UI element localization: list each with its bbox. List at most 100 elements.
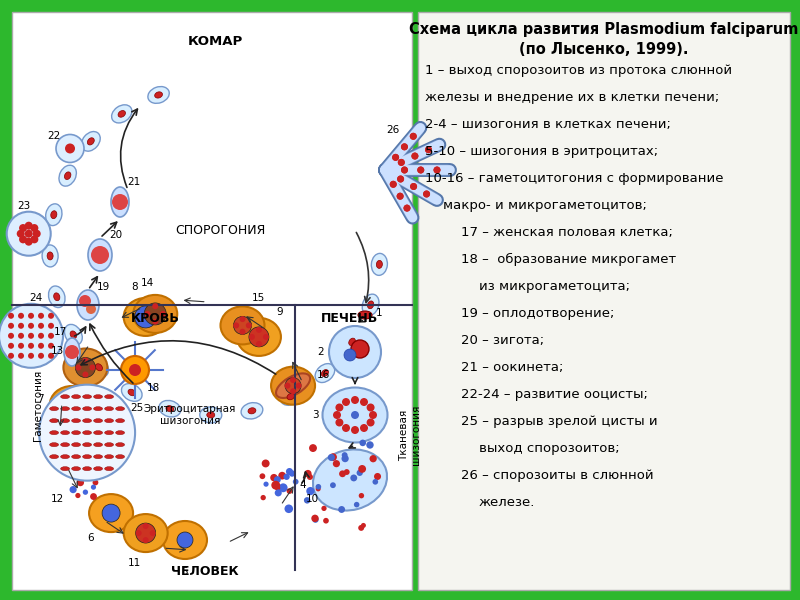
Circle shape xyxy=(359,440,366,446)
Text: 2: 2 xyxy=(318,347,324,357)
Circle shape xyxy=(91,246,109,264)
Text: 5-10 – шизогония в эритроцитах;: 5-10 – шизогония в эритроцитах; xyxy=(425,145,658,158)
Circle shape xyxy=(91,485,96,490)
Circle shape xyxy=(290,377,296,383)
Ellipse shape xyxy=(71,419,81,422)
Circle shape xyxy=(48,323,54,329)
Circle shape xyxy=(366,403,374,412)
Circle shape xyxy=(6,212,50,256)
Circle shape xyxy=(425,146,432,153)
Text: КОМАР: КОМАР xyxy=(187,35,242,48)
Ellipse shape xyxy=(322,388,387,443)
Circle shape xyxy=(82,358,89,364)
Ellipse shape xyxy=(105,407,114,410)
Circle shape xyxy=(56,134,84,163)
Circle shape xyxy=(390,181,397,188)
Ellipse shape xyxy=(71,395,81,398)
Text: 20 – зигота;: 20 – зигота; xyxy=(461,334,544,347)
Circle shape xyxy=(342,455,349,462)
Circle shape xyxy=(335,419,343,427)
Circle shape xyxy=(423,191,430,197)
Circle shape xyxy=(304,470,311,478)
Circle shape xyxy=(397,193,404,200)
Circle shape xyxy=(369,411,377,419)
Circle shape xyxy=(358,465,366,473)
Circle shape xyxy=(285,383,290,389)
Ellipse shape xyxy=(241,403,263,419)
Ellipse shape xyxy=(59,165,76,186)
Circle shape xyxy=(351,411,359,419)
Text: Эритроцитарная
шизогония: Эритроцитарная шизогония xyxy=(144,404,236,426)
Circle shape xyxy=(17,230,25,238)
Circle shape xyxy=(8,313,14,319)
Ellipse shape xyxy=(376,260,382,268)
Circle shape xyxy=(70,472,75,478)
Circle shape xyxy=(261,495,266,500)
Text: 6: 6 xyxy=(87,533,94,542)
Ellipse shape xyxy=(61,467,70,470)
FancyArrowPatch shape xyxy=(386,172,411,215)
Circle shape xyxy=(418,166,424,173)
Circle shape xyxy=(285,377,301,394)
Circle shape xyxy=(360,398,368,406)
Ellipse shape xyxy=(358,311,372,319)
Ellipse shape xyxy=(112,105,132,123)
Circle shape xyxy=(77,479,84,486)
Ellipse shape xyxy=(71,407,81,410)
Circle shape xyxy=(398,159,405,166)
Circle shape xyxy=(160,311,166,317)
Ellipse shape xyxy=(206,412,214,418)
Circle shape xyxy=(38,353,44,359)
Circle shape xyxy=(344,349,356,361)
Circle shape xyxy=(351,340,369,358)
Ellipse shape xyxy=(94,395,102,398)
Text: 26 – спорозоиты в слюнной: 26 – спорозоиты в слюнной xyxy=(461,469,654,482)
Ellipse shape xyxy=(49,286,65,308)
Ellipse shape xyxy=(154,92,162,98)
Circle shape xyxy=(434,166,441,173)
Circle shape xyxy=(275,485,280,491)
Text: макро- и микрогаметоцитов;: макро- и микрогаметоцитов; xyxy=(443,199,647,212)
Circle shape xyxy=(78,473,86,481)
Circle shape xyxy=(249,327,269,347)
Ellipse shape xyxy=(349,338,355,346)
Text: 1: 1 xyxy=(376,308,382,318)
Circle shape xyxy=(121,356,149,384)
Circle shape xyxy=(342,452,348,458)
Ellipse shape xyxy=(105,467,114,470)
Text: 8: 8 xyxy=(131,282,138,292)
Text: 20: 20 xyxy=(110,230,122,240)
Circle shape xyxy=(278,472,286,479)
Text: Схема цикла развития Plasmodium falciparum: Схема цикла развития Plasmodium falcipar… xyxy=(410,22,798,37)
Text: 22: 22 xyxy=(47,131,61,142)
Ellipse shape xyxy=(115,407,125,410)
Circle shape xyxy=(410,183,417,190)
FancyArrowPatch shape xyxy=(387,172,434,199)
Circle shape xyxy=(48,353,54,359)
Circle shape xyxy=(38,323,44,329)
Circle shape xyxy=(403,205,410,212)
Circle shape xyxy=(289,470,295,477)
Circle shape xyxy=(18,343,24,349)
Ellipse shape xyxy=(237,318,281,356)
Ellipse shape xyxy=(46,204,62,226)
Circle shape xyxy=(75,493,81,498)
Ellipse shape xyxy=(115,431,125,434)
Circle shape xyxy=(423,191,430,197)
Circle shape xyxy=(351,426,359,434)
Ellipse shape xyxy=(89,494,133,532)
Circle shape xyxy=(335,403,343,412)
Circle shape xyxy=(296,383,302,389)
Text: 10-16 – гаметоцитогония с формирование: 10-16 – гаметоцитогония с формирование xyxy=(425,172,723,185)
Circle shape xyxy=(39,385,135,481)
Circle shape xyxy=(8,333,14,339)
Text: железе.: железе. xyxy=(479,496,535,509)
Circle shape xyxy=(48,333,54,339)
Circle shape xyxy=(93,479,98,485)
Ellipse shape xyxy=(82,419,91,422)
Circle shape xyxy=(344,469,350,475)
Circle shape xyxy=(262,460,270,467)
Ellipse shape xyxy=(200,407,222,423)
Text: 18: 18 xyxy=(146,383,160,393)
Ellipse shape xyxy=(276,373,310,398)
